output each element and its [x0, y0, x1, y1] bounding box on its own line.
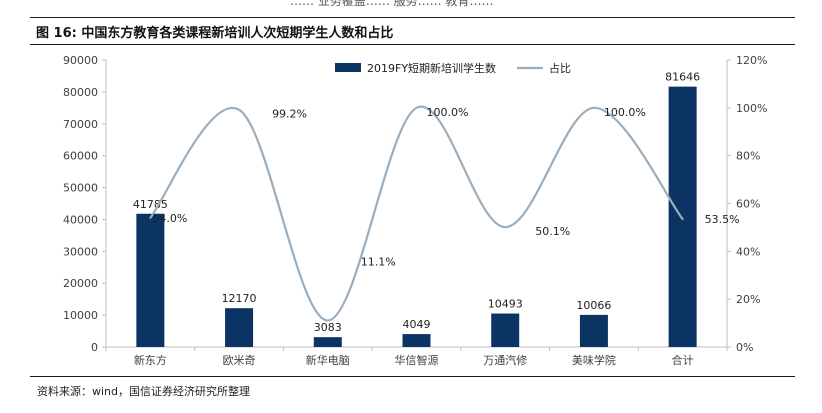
- bar: [491, 313, 520, 347]
- share-data-label: 50.1%: [535, 225, 570, 238]
- x-tick-label: 合计: [672, 353, 694, 367]
- legend-bar-swatch: [335, 63, 361, 72]
- legend-bar-label: 2019FY短期新培训学生数: [367, 61, 496, 75]
- share-data-label: 99.2%: [272, 108, 307, 121]
- y-right-tick-label: 0%: [736, 341, 753, 354]
- bar-data-label: 4049: [403, 318, 431, 331]
- share-point: [326, 319, 329, 322]
- y-right-tick-label: 120%: [736, 54, 767, 67]
- share-point: [149, 216, 152, 219]
- bar: [136, 213, 165, 347]
- bar-data-label: 10066: [576, 299, 611, 312]
- share-point: [681, 218, 684, 221]
- share-data-label: 53.5%: [705, 213, 740, 226]
- x-tick-label: 美味学院: [572, 353, 616, 367]
- bar: [402, 334, 431, 347]
- y-right-tick-label: 20%: [736, 293, 760, 306]
- y-left-tick-label: 20000: [63, 277, 98, 290]
- share-point: [592, 106, 595, 109]
- y-left-tick-label: 90000: [63, 54, 98, 67]
- x-tick-label: 新华电脑: [306, 353, 350, 367]
- share-point: [415, 106, 418, 109]
- y-left-tick-label: 30000: [63, 245, 98, 258]
- y-left-tick-label: 50000: [63, 182, 98, 195]
- y-right-tick-label: 80%: [736, 150, 760, 163]
- bar: [225, 308, 254, 347]
- share-data-label: 100.0%: [427, 106, 469, 119]
- y-left-tick-label: 0: [91, 341, 98, 354]
- figure-title-bar: 图 16: 中国东方教育各类课程新培训人次短期学生人数和占比: [30, 17, 795, 45]
- y-left-tick-label: 70000: [63, 118, 98, 131]
- page-header-fragment: …… 业务覆盖…… 服务…… 教育……: [0, 0, 822, 12]
- legend-line-label: 占比: [549, 61, 571, 75]
- bar-data-label: 41785: [133, 198, 168, 211]
- x-tick-label: 新东方: [134, 353, 167, 367]
- x-tick-label: 万通汽修: [483, 353, 527, 367]
- x-tick-label: 欧米奇: [223, 354, 256, 367]
- bar: [668, 86, 697, 347]
- share-data-label: 100.0%: [604, 106, 646, 119]
- y-left-tick-label: 40000: [63, 213, 98, 226]
- y-right-tick-label: 40%: [736, 245, 760, 258]
- source-note: 资料来源：wind，国信证券经济研究所整理: [37, 385, 251, 398]
- page-header-fragment-text: …… 业务覆盖…… 服务…… 教育……: [290, 0, 494, 8]
- y-left-tick-label: 10000: [63, 309, 98, 322]
- figure-title: 图 16: 中国东方教育各类课程新培训人次短期学生人数和占比: [36, 26, 394, 41]
- y-right-tick-label: 60%: [736, 198, 760, 211]
- y-left-tick-label: 80000: [63, 86, 98, 99]
- share-point: [238, 108, 241, 111]
- bar-data-label: 12170: [222, 292, 257, 305]
- bar: [313, 337, 342, 347]
- y-left-tick-label: 60000: [63, 150, 98, 163]
- x-tick-label: 华信智源: [395, 353, 439, 367]
- share-data-label: 54.0%: [152, 212, 187, 225]
- footer-divider: [30, 376, 795, 377]
- share-data-label: 11.1%: [361, 255, 396, 268]
- bar-data-label: 10493: [488, 298, 523, 311]
- y-right-tick-label: 100%: [736, 102, 767, 115]
- bar-data-label: 3083: [314, 321, 342, 334]
- share-point: [504, 226, 507, 229]
- bar-data-label: 81646: [665, 71, 700, 84]
- share-line: [149, 105, 684, 322]
- bar: [579, 314, 608, 347]
